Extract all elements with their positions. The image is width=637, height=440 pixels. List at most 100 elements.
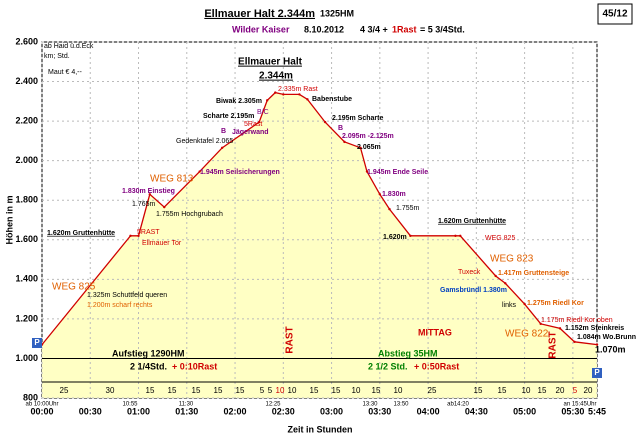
x-tick-label: 01:30 (175, 406, 198, 416)
waypoint (129, 234, 132, 238)
annotation: 13:30 (362, 402, 378, 408)
annotation: 1.765m (132, 201, 156, 208)
segment-duration: 10 (352, 386, 361, 395)
segment-duration: 5 (573, 386, 578, 395)
x-tick-label: 03:30 (368, 406, 391, 416)
annotation: 1.945m Ende Seile (367, 169, 428, 176)
annotation: 11:30 (179, 402, 194, 408)
annotation: Aufstieg 1290HM (112, 348, 185, 358)
annotation: Maut € 4,-- (48, 69, 83, 76)
annotation: 1.200m scharf rechts (87, 302, 153, 309)
annotation: an 15:45Uhr (563, 402, 596, 408)
chart-title: Ellmauer Halt 2.344m (204, 8, 315, 20)
x-tick-label: 05:30 (561, 406, 584, 416)
annotation: 1.755m (396, 205, 420, 212)
annotation: 1.084m Wo.Brunn (577, 334, 636, 341)
segment-duration: 10 (288, 386, 297, 395)
waypoint (343, 140, 346, 144)
annotation: P (34, 338, 40, 347)
annotation: WEG 822 (505, 329, 549, 340)
waypoint (257, 120, 261, 124)
annotation: Scharte 2.195m (203, 113, 254, 120)
annotation: km; Std. (44, 53, 70, 60)
annotation: 1.620m Gruttenhütte (438, 218, 506, 225)
peak-title: Ellmauer Halt (238, 57, 303, 68)
annotation: Jägerwand (232, 129, 269, 136)
annotation: 1.755m Hochgrubach (156, 211, 223, 218)
annotation: 1.417m Gruttensteige (498, 270, 569, 277)
title-extra: 1325HM (320, 8, 354, 18)
annotation: Biwak 2.305m (216, 98, 262, 105)
waypoint (323, 120, 327, 124)
subtitle: = 5 3/4Std. (420, 24, 465, 34)
annotation: 1.945m Seilsicherungen (200, 169, 280, 176)
annotation: Gedenktafel 2.065 (176, 138, 233, 145)
waypoint (306, 98, 309, 101)
segment-duration: 15 (474, 386, 483, 395)
annotation: Babenstube (312, 96, 352, 103)
annotation: WEG 813 (150, 174, 194, 185)
parking-box (592, 368, 602, 378)
badge-box (597, 3, 633, 25)
annotation: B/C (257, 109, 269, 116)
waypoint (137, 234, 140, 238)
annotation: Ellmauer Tor (142, 240, 182, 247)
waypoint (163, 205, 166, 209)
segment-duration: 20 (584, 386, 593, 395)
waypoint (298, 93, 301, 96)
annotation: + 0:10Rast (172, 361, 217, 371)
waypoint (388, 207, 391, 211)
annotation: + 0:50Rast (414, 361, 459, 371)
segment-duration: 15 (310, 386, 319, 395)
annotation: 2 1/4Std. (130, 361, 167, 371)
annotation: 2 1/2 Std. (368, 361, 408, 371)
annotation: Abstieg 35HM (378, 348, 438, 358)
annotation: RAST (548, 331, 559, 358)
x-tick-label: 03:00 (320, 406, 343, 416)
annotation: 2.335m Rast (278, 86, 318, 93)
waypoint (459, 234, 462, 238)
annotation: 2.195m Scharte (332, 115, 383, 122)
segment-duration: 10 (522, 386, 531, 395)
waypoint (504, 282, 507, 285)
peak-height: 2.344m (259, 71, 293, 82)
waypoint (595, 343, 599, 346)
x-tick-label: 02:00 (224, 406, 247, 416)
y-tick-label: 2.600 (15, 36, 38, 46)
annotation: links (502, 302, 517, 309)
segment-duration: 10 (394, 386, 403, 395)
annotation: ab Haid ü.d.Eck (44, 43, 94, 50)
annotation: MITTAG (418, 327, 452, 337)
waypoint (274, 91, 277, 94)
annotation: 1.175m Riedl Kor oben (541, 317, 613, 324)
subtitle: Wilder Kaiser (232, 24, 290, 34)
y-tick-label: 2.200 (15, 115, 38, 125)
subtitle: 1Rast (392, 24, 417, 34)
y-tick-label: 1.600 (15, 234, 38, 244)
waypoint (359, 146, 362, 150)
x-tick-label: 00:30 (79, 406, 102, 416)
annotation: WEG 823 (490, 254, 534, 265)
y-tick-label: 800 (23, 392, 38, 402)
x-tick-label: 05:00 (513, 406, 536, 416)
waypoint (409, 234, 412, 238)
y-tick-label: 1.200 (15, 313, 38, 323)
subtitle: 4 3/4 + (360, 24, 388, 34)
annotation: 1.620m Gruttenhütte (47, 230, 115, 237)
annotation: 1.830m Einstieg (122, 188, 175, 195)
x-tick-label: 02:30 (272, 406, 295, 416)
segment-duration: 30 (106, 386, 115, 395)
y-tick-label: 2.000 (15, 155, 38, 165)
waypoint (266, 99, 269, 102)
parking-box (32, 338, 42, 348)
area-fill (42, 92, 597, 399)
x-tick-label: 01:00 (127, 406, 150, 416)
segment-duration: 5 (260, 386, 265, 395)
waypoint (539, 322, 542, 326)
annotation: ab 10:00Uhr (25, 402, 58, 408)
waypoint (148, 193, 151, 196)
segment-duration: 15 (168, 386, 177, 395)
subtitle: 8.10.2012 (304, 24, 344, 34)
annotation: Tuxeck (458, 269, 481, 276)
x-tick-label: 00:00 (30, 406, 53, 416)
